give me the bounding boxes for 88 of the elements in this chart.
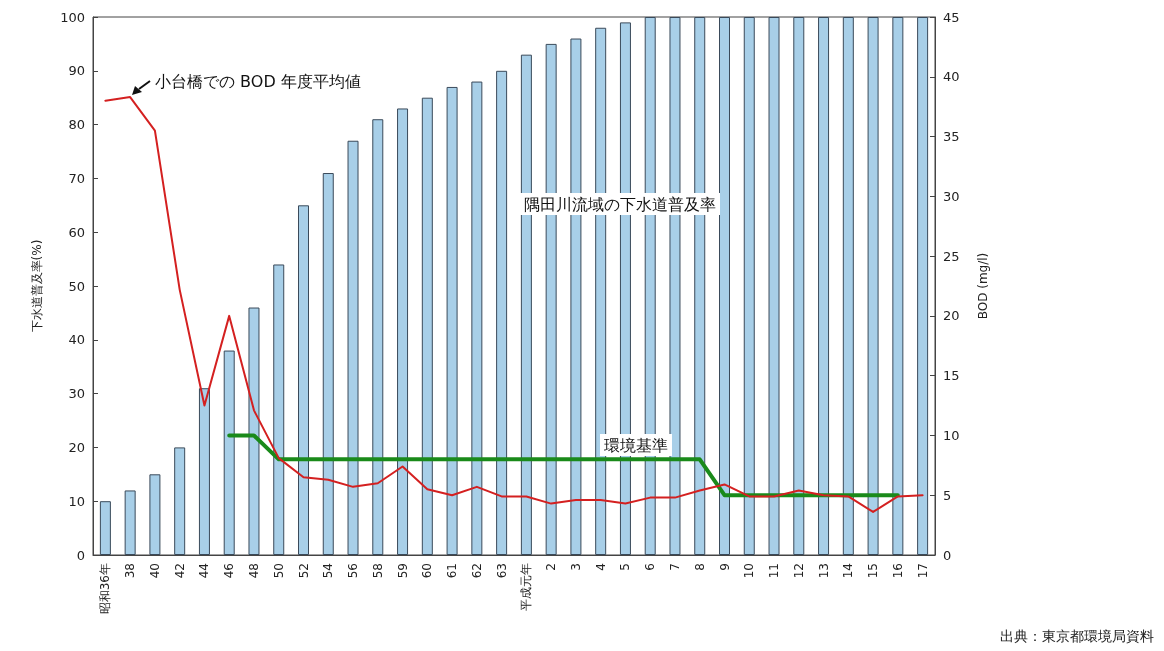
bar [446, 86, 458, 555]
y-tick-label: 0 [76, 547, 85, 563]
bar [421, 97, 433, 555]
bar [917, 17, 929, 555]
x-tick-label: 60 [420, 563, 435, 579]
y2-axis-title: BOD (mg/l) [976, 252, 990, 320]
x-tick-label: 12 [791, 563, 806, 579]
bar [397, 108, 409, 555]
bar [793, 17, 805, 555]
y2-tick-label: 0 [943, 547, 952, 563]
x-tick-label: 6 [643, 563, 658, 571]
x-tick-label: 62 [469, 563, 484, 579]
x-tick-label: 11 [767, 563, 782, 579]
bar [347, 140, 359, 555]
x-tick-label: 10 [742, 563, 757, 579]
y-tick-label: 70 [68, 170, 85, 186]
x-tick-label: 16 [890, 563, 905, 579]
x-tick-label: 48 [246, 563, 261, 579]
y2-tick-label: 35 [943, 129, 960, 145]
bar [248, 307, 260, 555]
x-tick-label: 54 [321, 563, 336, 579]
x-tick-label: 17 [915, 563, 930, 579]
y2-tick-label: 45 [943, 9, 960, 25]
y2-tick-label: 20 [943, 308, 960, 324]
series-label: 隅田川流域の下水道普及率 [524, 194, 716, 214]
x-tick-label: 2 [544, 563, 559, 571]
x-tick-label: 40 [147, 563, 162, 579]
x-tick-label: 昭和36年 [98, 563, 113, 615]
x-tick-label: 56 [346, 563, 361, 579]
bar [198, 388, 210, 555]
bar [471, 81, 483, 555]
x-tick-label: 8 [692, 563, 707, 571]
bar [124, 490, 136, 555]
y2-tick-label: 15 [943, 368, 960, 384]
line-series [104, 96, 924, 513]
x-tick-label: 42 [172, 563, 187, 579]
x-tick-label: 13 [816, 563, 831, 579]
x-tick-label: 15 [866, 563, 881, 579]
bar [768, 17, 780, 555]
y-axis-title: 下水道普及率(%) [30, 239, 44, 333]
bar [273, 264, 285, 555]
x-tick-label: 63 [494, 563, 509, 579]
x-tick-label: 59 [395, 563, 410, 579]
source-note: 出典：東京都環境局資料 [1000, 628, 1154, 644]
y-tick-label: 30 [68, 386, 85, 402]
y-tick-label: 20 [68, 439, 85, 455]
bar [372, 119, 384, 555]
y2-tick-label: 25 [943, 248, 960, 264]
y-tick-label: 100 [60, 9, 85, 25]
x-tick-label: 44 [197, 563, 212, 579]
y-tick-label: 10 [68, 493, 85, 509]
bar [743, 17, 755, 555]
x-tick-label: 58 [370, 563, 385, 579]
series-label: 小台橋での BOD 年度平均値 [155, 71, 361, 91]
bar [496, 70, 508, 555]
x-tick-label: 52 [296, 563, 311, 579]
bar [818, 17, 830, 555]
x-tick-label: 3 [568, 563, 583, 571]
y2-tick-label: 30 [943, 188, 960, 204]
bar [867, 17, 879, 555]
bar [892, 17, 904, 555]
bar [223, 350, 235, 555]
x-tick-label: 7 [667, 563, 682, 571]
bar [842, 17, 854, 555]
x-tick-label: 14 [841, 563, 856, 579]
bar [322, 173, 334, 555]
y-tick-label: 90 [68, 63, 85, 79]
x-tick-label: 50 [271, 563, 286, 579]
bar [149, 474, 161, 555]
y2-tick-label: 10 [943, 427, 960, 443]
x-tick-label: 5 [618, 563, 633, 571]
y-tick-label: 50 [68, 278, 85, 294]
x-tick-label: 61 [445, 563, 460, 579]
x-tick-label: 4 [593, 563, 608, 571]
bar [719, 17, 730, 555]
bar [99, 501, 111, 555]
x-tick-label: 9 [717, 563, 732, 571]
y-tick-label: 80 [68, 117, 85, 133]
y2-tick-label: 40 [943, 69, 960, 85]
series-label: 環境基準 [604, 435, 668, 455]
y-tick-label: 40 [68, 332, 85, 348]
y-tick-label: 60 [68, 224, 85, 240]
x-tick-label: 46 [222, 563, 237, 579]
y2-tick-label: 5 [943, 487, 952, 503]
bar [298, 205, 309, 555]
x-tick-label: 平成元年 [519, 563, 534, 611]
bar [174, 447, 186, 555]
x-tick-label: 38 [123, 563, 138, 579]
